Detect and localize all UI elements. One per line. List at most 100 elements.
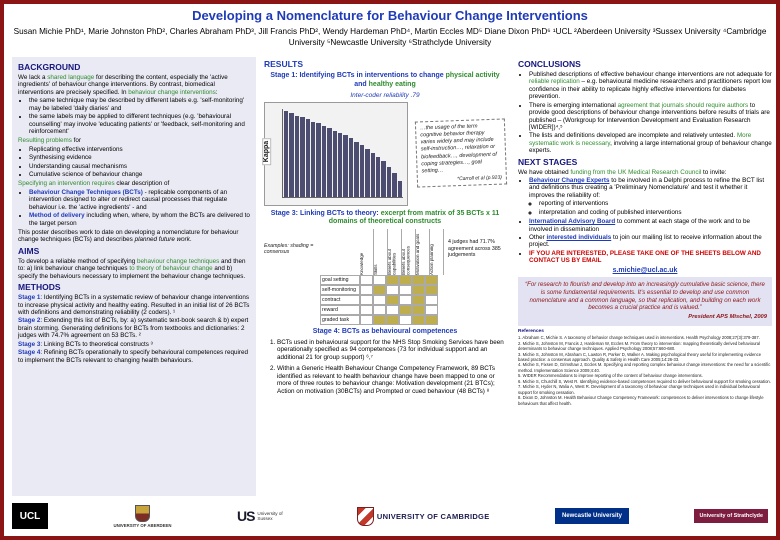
list-item: Other interested individuals to join our…	[529, 234, 772, 249]
stage-label: Stage 4	[18, 349, 41, 357]
list-item-text: Behaviour Change Experts to be involved …	[529, 177, 765, 199]
aberdeen-logo: UNIVERSITY OF ABERDEEN	[113, 504, 172, 528]
matrix-headers: Knowledge Skills Beliefs about capabilitie…	[320, 229, 444, 275]
list-item: the same labels may be applied to differ…	[29, 113, 250, 135]
references: References 1. Abraham C, Michie S. A tax…	[518, 329, 772, 406]
aberdeen-logo-label: UNIVERSITY OF ABERDEEN	[113, 522, 172, 528]
conclusions-heading: CONCLUSIONS	[518, 59, 581, 69]
authors-line: Susan Michie PhD¹, Marie Johnston PhD², …	[13, 27, 767, 47]
methods-heading: METHODS	[18, 282, 61, 293]
matrix-agreement-note: 4 judges had 71.7% agreement across 385 …	[448, 239, 501, 259]
reference-item: 8. Dixon D, Johnston M. Health Behaviour…	[518, 395, 764, 406]
stage-label: Stage 2	[18, 317, 41, 325]
list-item: reporting of interventions	[539, 200, 772, 207]
list-item: BCTs used in behavioural support for the…	[277, 339, 506, 362]
sussex-monogram: US	[236, 508, 255, 524]
list-item: Cumulative science of behaviour change	[29, 171, 250, 178]
list-item: interpretation and coding of published i…	[539, 209, 772, 216]
list-item: Published descriptions of effective beha…	[529, 71, 772, 101]
left-column: BACKGROUND We lack a shared language for…	[12, 57, 256, 496]
stage4-list: BCTs used in behavioural support for the…	[277, 339, 506, 396]
literature-quote-box: …the usage of the term cognitive behavio…	[414, 118, 508, 189]
list-item: Synthesising evidence	[29, 154, 250, 161]
matrix-body: goal setting self-monitoring contract rewar…	[320, 275, 444, 325]
strathclyde-logo: University of Strathclyde	[694, 508, 768, 524]
methods-stage-2: Stage 2: Extending this list of BCTs, by…	[18, 317, 250, 339]
references-heading: References	[518, 328, 544, 334]
specify-list: Behaviour Change Techniques (BCTs) - rep…	[29, 189, 250, 227]
matrix-note: Examples: shading = consensus	[264, 243, 314, 255]
results-stage1-title: Stage 1: Identifying BCTs in interventio…	[270, 72, 500, 88]
right-column: CONCLUSIONS Published descriptions of ef…	[514, 57, 776, 496]
aims-heading: AIMS	[18, 245, 40, 256]
stage-label: Stage 1	[18, 294, 41, 302]
quote-text: …the usage of the term cognitive behavio…	[420, 123, 497, 175]
reference-item: 7. Michie S, Hyder N, Walia A, West R. D…	[518, 384, 760, 395]
reference-item: 5. WIDER Recommendations to improve repo…	[518, 373, 703, 379]
list-item: There is emerging international agreemen…	[529, 102, 772, 132]
cambridge-shield-icon	[356, 506, 374, 526]
stage-text: : Linking BCTs to theoretical constructs…	[40, 340, 153, 348]
stage-label: Stage 3	[18, 340, 41, 348]
next-stages-lead: We have obtained funding from the UK Med…	[518, 168, 727, 176]
list-item: the same technique may be described by d…	[29, 97, 250, 112]
reference-item: 3. Michie S, Johnston M, Abraham C, Lawt…	[518, 351, 762, 362]
results-heading: RESULTS	[264, 59, 304, 69]
background-heading: BACKGROUND	[18, 62, 81, 72]
aps-quote-box: “For research to flourish and develop in…	[518, 276, 772, 326]
list-item: IF YOU ARE INTERESTED, PLEASE TAKE ONE O…	[529, 250, 772, 265]
aps-quote-attribution: President APS Mischel, 2009	[688, 314, 767, 321]
list-item: Understanding causal mechanisms	[29, 163, 250, 170]
sussex-logo: US University of Sussex	[237, 508, 291, 524]
problems-list: Replicating effective interventions Synt…	[29, 146, 250, 179]
sussex-logo-label: University of Sussex	[257, 510, 283, 521]
methods-stage-1: Stage 1: Identifying BCTs in a systemati…	[18, 294, 250, 316]
reference-item: 4. Michie S, Fixsen D, Grimshaw J, Eccle…	[518, 362, 771, 373]
ucl-logo: UCL	[12, 503, 48, 529]
methods-stage-4: Stage 4: Refining BCTs operationally to …	[18, 349, 250, 364]
next-stages-sublist: reporting of interventions interpretatio…	[539, 200, 772, 216]
bct-theory-matrix: Examples: shading = consensus Knowledge S…	[264, 229, 506, 325]
list-item: Within a Generic Health Behaviour Change…	[277, 365, 506, 395]
list-item: The lists and definitions developed are …	[529, 132, 772, 154]
reliability-caption: Inter-coder reliability .79	[350, 91, 420, 99]
cambridge-logo: UNIVERSITY OF CAMBRIDGE	[356, 506, 490, 526]
stage-text: : Identifying BCTs in a systematic revie…	[18, 294, 250, 316]
background-intro: We lack a shared language for describing…	[18, 74, 228, 96]
background-bullet-list: the same technique may be described by d…	[29, 97, 250, 135]
list-item: International Advisory Board to comment …	[529, 218, 772, 233]
stage-text: : Extending this list of BCTs, by: a) sy…	[18, 317, 249, 340]
quote-source: *Carroll et al (p.923)	[457, 174, 502, 183]
next-stages-heading: NEXT STAGES	[518, 156, 578, 167]
stage-text: : Refining BCTs operationally to specify…	[18, 349, 248, 364]
results-stage4-title: Stage 4: BCTs as behavioural competences	[312, 328, 458, 335]
aps-quote-text: “For research to flourish and develop in…	[525, 280, 765, 312]
cambridge-logo-label: UNIVERSITY OF CAMBRIDGE	[376, 511, 490, 521]
aims-body: To develop a reliable method of specifyi…	[18, 257, 246, 280]
list-item: Behaviour Change Experts to be involved …	[529, 177, 772, 216]
page-title: Developing a Nomenclature for Behaviour …	[192, 8, 588, 23]
list-item: Behaviour Change Techniques (BCTs) - rep…	[29, 189, 250, 211]
problems-lead: Resulting problems for	[18, 137, 82, 145]
kappa-axis-label: Kappa	[262, 137, 272, 165]
reference-item: 2. Michie S, Johnston M, Francis J, Hard…	[518, 340, 761, 352]
logo-strip: UCL UNIVERSITY OF ABERDEEN US University…	[12, 500, 768, 532]
methods-stage-3: Stage 3: Linking BCTs to theoretical con…	[18, 341, 250, 348]
kappa-chart-bars	[282, 108, 403, 198]
background-outro: This poster describes work to date on de…	[18, 229, 239, 244]
conclusions-list: Published descriptions of effective beha…	[529, 71, 772, 155]
middle-column: RESULTS Stage 1: Identifying BCTs in int…	[260, 57, 510, 496]
kappa-bar-chart: Kappa	[262, 101, 408, 206]
matrix-table: Knowledge Skills Beliefs about capabilitie…	[320, 229, 444, 325]
aberdeen-crest-icon	[134, 504, 150, 522]
email-link[interactable]: s.michie@ucl.ac.uk	[612, 266, 678, 274]
reference-item: 6. Michie S, Churchill S, West R. Identi…	[518, 378, 771, 384]
newcastle-logo: Newcastle University	[554, 508, 629, 524]
list-item: Replicating effective interventions	[29, 146, 250, 153]
stage1-figure-row: Kappa …the usage of the term cognitive b…	[262, 101, 508, 206]
results-stage3-title: Stage 3: Linking BCTs to theory: excerpt…	[270, 209, 500, 226]
next-stages-list: Behaviour Change Experts to be involved …	[529, 177, 772, 265]
list-item: Method of delivery including when, where…	[29, 212, 250, 227]
specify-lead: Specifying an intervention requires clea…	[18, 180, 170, 188]
